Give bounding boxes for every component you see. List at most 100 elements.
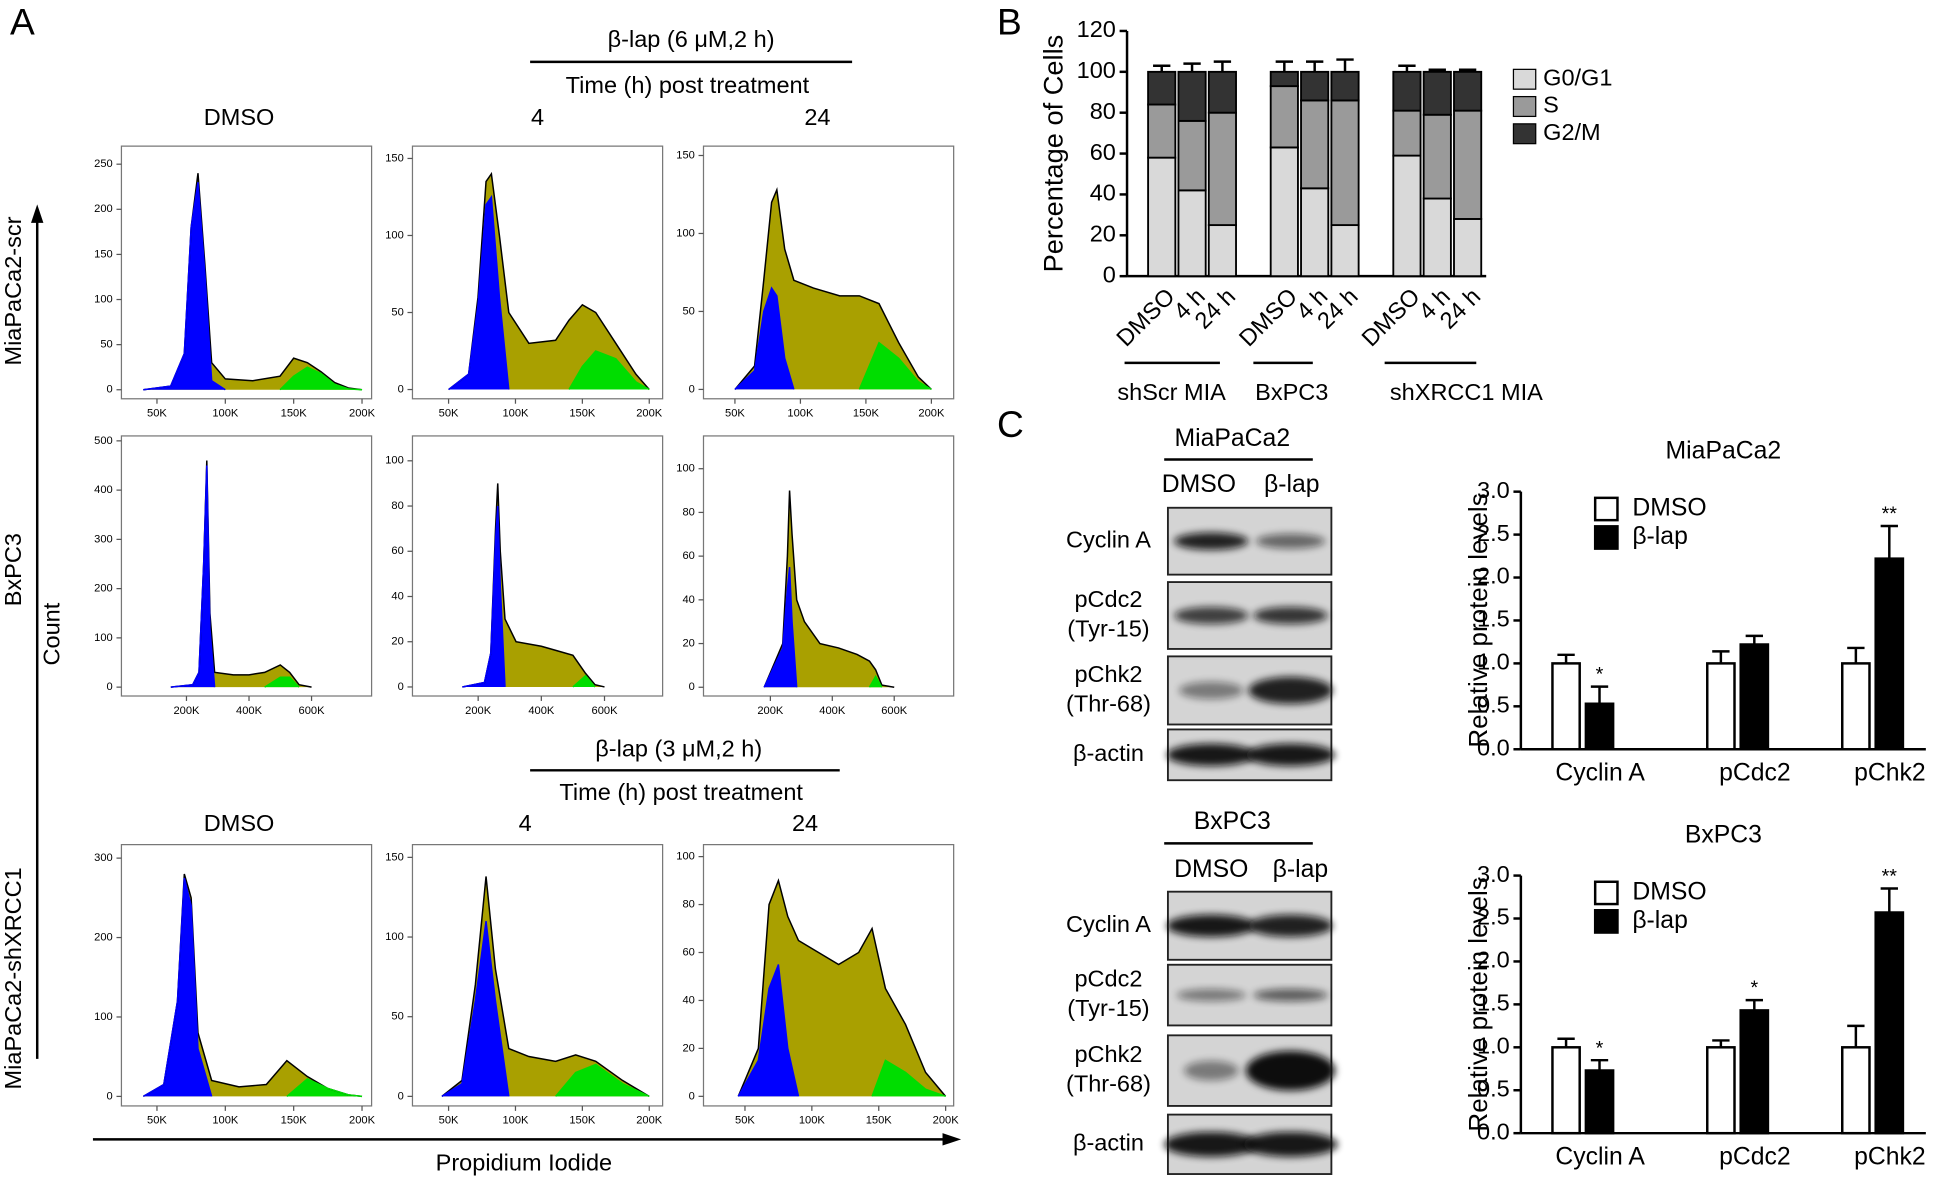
x-tick-label: 600K [299, 705, 326, 717]
bar-segment [1269, 70, 1299, 88]
significance-mark: * [1750, 977, 1758, 999]
histogram-area [738, 964, 799, 1097]
x-tick-label: 150K [866, 1115, 893, 1127]
y-tick-label: 250 [94, 158, 113, 170]
bar-segment [1177, 70, 1207, 122]
column-header: DMSO [204, 104, 275, 130]
x-tick-label: 200K [349, 408, 376, 420]
bar-segment [1453, 218, 1483, 278]
bar-segment [1422, 70, 1452, 116]
blot-row-label: β-actin [1073, 1130, 1144, 1156]
bar-segment [1330, 99, 1360, 227]
y-tick-label: 100 [385, 455, 404, 467]
arrow-head [942, 1133, 962, 1146]
histogram-area [143, 182, 226, 390]
blot-title: MiaPaCa2 [1175, 425, 1291, 452]
y-axis-label: Relative protein levels [1463, 493, 1493, 747]
blot-row-label: (Tyr-15) [1067, 995, 1149, 1021]
x-tick-label: 200K [933, 1115, 960, 1127]
y-tick-label: 200 [94, 583, 113, 595]
legend-swatch [1593, 880, 1619, 906]
histogram-line [734, 286, 795, 390]
panel-label: B [997, 1, 1022, 43]
histogram-area [738, 880, 946, 1097]
histogram-area [734, 288, 794, 390]
y-tick-label: 100 [94, 293, 113, 305]
x-tick-label: 200K [173, 705, 200, 717]
y-tick-label: 80 [1090, 98, 1116, 124]
x-tick-label: pCdc2 [1719, 760, 1791, 787]
y-tick-label: 100 [94, 1011, 113, 1023]
x-tick-label: 50K [147, 1115, 167, 1127]
y-tick-label: 80 [682, 506, 694, 518]
y-tick-label: 0.5 [1477, 692, 1510, 718]
blot-band [1245, 743, 1336, 766]
x-tick-label: 200K [349, 1115, 376, 1127]
column-header: 4 [531, 104, 544, 130]
bar-segment [1177, 119, 1207, 192]
y-tick-label: 60 [682, 946, 694, 958]
histogram-area [143, 173, 363, 390]
histogram-area [872, 1060, 946, 1097]
y-axis-label: Count [39, 602, 65, 665]
histogram-line [737, 964, 800, 1097]
blot-row-label: Cyclin A [1066, 911, 1151, 937]
x-tick-label: 200K [636, 408, 663, 420]
y-tick-label: 3.0 [1477, 477, 1510, 503]
y-tick-label: 2.0 [1477, 563, 1510, 589]
histogram-area [170, 460, 312, 688]
legend-swatch [1593, 909, 1619, 934]
bar [1739, 1009, 1770, 1135]
y-tick-label: 100 [676, 463, 695, 475]
histogram-line [737, 878, 947, 1097]
y-tick-label: 60 [391, 545, 403, 557]
bar-segment [1300, 187, 1330, 278]
x-tick-label: 100K [787, 408, 814, 420]
blot-title: BxPC3 [1194, 808, 1271, 835]
x-tick-label: 50K [725, 408, 745, 420]
arrow-head [31, 204, 44, 223]
x-tick-label: 150K [569, 408, 596, 420]
y-tick-label: 150 [385, 851, 404, 863]
row-label: BxPC3 [0, 533, 26, 606]
legend-swatch [1512, 95, 1537, 118]
chart-title: BxPC3 [1685, 821, 1762, 848]
bar-segment [1300, 70, 1330, 102]
blot-row-label: (Tyr-15) [1067, 616, 1149, 642]
bar [1874, 911, 1905, 1135]
y-tick-label: 50 [391, 1011, 403, 1023]
x-tick-label: pChk2 [1854, 760, 1926, 787]
x-tick-label: pCdc2 [1719, 1143, 1791, 1170]
bar-segment [1147, 70, 1177, 106]
x-tick-label: DMSO [1356, 283, 1424, 351]
y-tick-label: 0 [689, 681, 695, 693]
x-tick-label: 100K [212, 1115, 239, 1127]
column-header: 4 [519, 810, 532, 836]
significance-mark: * [1596, 664, 1604, 686]
group-label: BxPC3 [1255, 379, 1328, 405]
bar-segment [1392, 154, 1422, 278]
chart-title: MiaPaCa2 [1666, 438, 1782, 465]
plot-frame [702, 435, 955, 697]
y-tick-label: 80 [682, 898, 694, 910]
y-tick-label: 1.0 [1477, 649, 1510, 675]
histogram-line [441, 921, 510, 1097]
y-tick-label: 500 [94, 435, 113, 447]
y-tick-label: 100 [385, 931, 404, 943]
bar [1841, 662, 1871, 751]
histogram-area [441, 921, 509, 1097]
blot-band [1248, 914, 1333, 937]
y-tick-label: 20 [1090, 221, 1116, 247]
blot-band [1179, 681, 1244, 700]
y-tick-label: 150 [676, 149, 695, 161]
y-tick-label: 1.5 [1477, 990, 1510, 1016]
histogram-area [448, 196, 509, 390]
legend-label: DMSO [1632, 495, 1706, 522]
blot-row-label: (Thr-68) [1066, 691, 1151, 717]
histogram-line [264, 676, 300, 688]
blot-band [1248, 676, 1333, 705]
y-axis-label: Relative protein levels [1463, 877, 1493, 1131]
x-tick-label: 100K [502, 408, 529, 420]
x-tick-label: 600K [592, 705, 619, 717]
bar [1739, 643, 1770, 751]
